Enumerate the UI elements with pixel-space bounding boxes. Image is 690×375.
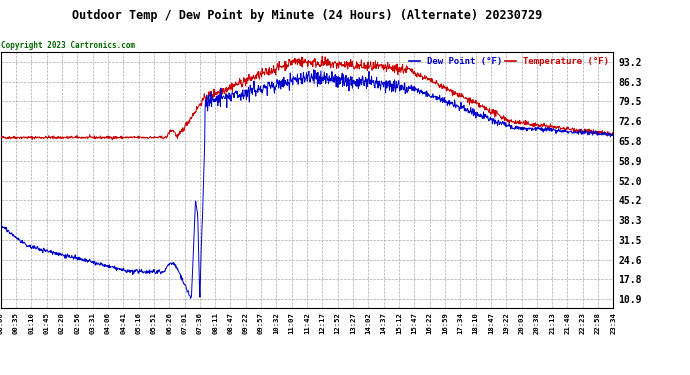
Text: Outdoor Temp / Dew Point by Minute (24 Hours) (Alternate) 20230729: Outdoor Temp / Dew Point by Minute (24 H… [72,9,542,22]
Legend: Dew Point (°F), Temperature (°F): Dew Point (°F), Temperature (°F) [405,53,613,70]
Text: Copyright 2023 Cartronics.com: Copyright 2023 Cartronics.com [1,41,135,50]
